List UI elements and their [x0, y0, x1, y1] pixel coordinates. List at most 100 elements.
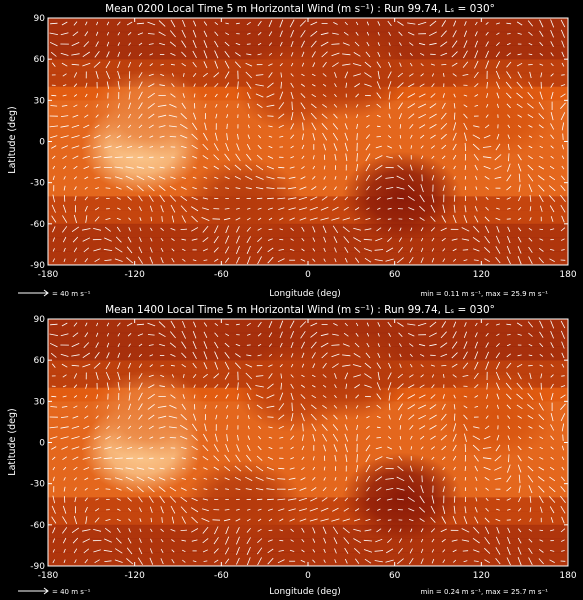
wind-vector [255, 74, 264, 76]
wind-vector [474, 31, 478, 37]
wind-vector [539, 342, 544, 348]
wind-vector [496, 508, 500, 511]
wind-vector [452, 248, 457, 252]
wind-vector [377, 322, 381, 327]
wind-vector [474, 60, 479, 69]
wind-vector [517, 557, 522, 566]
wind-vector [441, 144, 447, 150]
wind-vector [440, 133, 447, 140]
wind-vector [116, 226, 121, 232]
wind-vector [82, 145, 91, 149]
wind-vector [181, 403, 186, 410]
wind-vector [322, 526, 327, 534]
wind-vector [214, 31, 219, 37]
wind-vector [495, 143, 501, 151]
wind-vector [138, 363, 143, 368]
wind-vector [420, 73, 424, 77]
wind-vector [181, 156, 186, 159]
wind-vector [171, 549, 175, 553]
wind-vector [60, 125, 69, 128]
wind-vector [192, 351, 197, 359]
wind-vector [442, 456, 446, 461]
wind-vector [364, 362, 372, 369]
wind-vector [485, 507, 489, 512]
wind-vector [246, 518, 251, 522]
wind-vector [278, 249, 284, 251]
wind-vector [410, 227, 413, 232]
wind-vector [398, 31, 403, 36]
wind-vector [278, 467, 285, 470]
wind-vector [128, 207, 132, 211]
wind-vector [365, 475, 371, 482]
wind-vector [287, 197, 297, 200]
wind-vector [158, 20, 166, 27]
wind-vector [268, 373, 273, 379]
wind-vector [300, 102, 306, 110]
wind-vector [474, 21, 478, 26]
wind-vector [203, 83, 208, 87]
wind-vector [126, 558, 134, 565]
wind-vector [440, 30, 447, 38]
wind-vector [214, 93, 218, 98]
wind-vector [114, 258, 123, 262]
wind-vector [344, 558, 348, 564]
wind-vector [181, 477, 186, 480]
wind-vector [267, 155, 274, 159]
wind-vector [495, 558, 501, 565]
wind-vector [463, 351, 468, 360]
wind-vector [388, 403, 391, 411]
wind-vector [170, 19, 176, 28]
wind-vector [171, 558, 175, 564]
wind-vector [312, 226, 316, 233]
wind-vector [170, 93, 176, 98]
wind-vector [527, 415, 534, 420]
wind-vector [528, 528, 533, 532]
wind-vector [106, 103, 109, 108]
wind-vector [106, 31, 109, 36]
wind-vector [496, 42, 500, 46]
wind-vector [84, 415, 89, 419]
wind-vector [125, 166, 134, 169]
wind-vector [528, 557, 533, 565]
wind-vector [267, 548, 274, 554]
wind-vector [93, 228, 102, 231]
wind-vector [387, 382, 392, 391]
wind-vector [388, 102, 391, 110]
wind-vector [540, 373, 543, 379]
wind-vector [246, 393, 251, 400]
wind-vector [464, 506, 467, 514]
wind-vector [203, 384, 208, 388]
wind-vector [245, 372, 252, 380]
x-tick-label: 180 [559, 571, 576, 581]
wind-vector [117, 508, 121, 511]
wind-vector [246, 81, 252, 89]
wind-vector [440, 353, 448, 357]
wind-vector [149, 506, 153, 513]
wind-vector [409, 52, 413, 57]
wind-vector [202, 456, 209, 461]
wind-vector [517, 372, 522, 380]
wind-vector [289, 549, 295, 552]
wind-vector [180, 186, 187, 190]
wind-vector [309, 518, 318, 522]
wind-vector [539, 436, 544, 440]
wind-vector [485, 361, 489, 370]
wind-vector [51, 505, 56, 514]
wind-vector [517, 333, 522, 336]
wind-vector [125, 467, 134, 470]
wind-vector [409, 124, 414, 129]
wind-vector [345, 153, 348, 162]
wind-vector [527, 393, 534, 401]
wind-vector [278, 425, 284, 429]
wind-vector [180, 205, 187, 213]
wind-vector [464, 176, 467, 180]
wind-vector [136, 166, 145, 169]
wind-vector [344, 21, 348, 26]
wind-vector [484, 246, 491, 253]
wind-vector [192, 30, 197, 38]
wind-vector [528, 256, 533, 264]
wind-vector [215, 104, 218, 108]
wind-vector [494, 477, 502, 480]
wind-vector [237, 81, 239, 90]
wind-vector [290, 30, 294, 38]
